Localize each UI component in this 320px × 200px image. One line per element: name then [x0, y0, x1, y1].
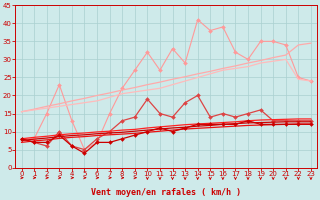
X-axis label: Vent moyen/en rafales ( km/h ): Vent moyen/en rafales ( km/h ): [91, 188, 241, 197]
